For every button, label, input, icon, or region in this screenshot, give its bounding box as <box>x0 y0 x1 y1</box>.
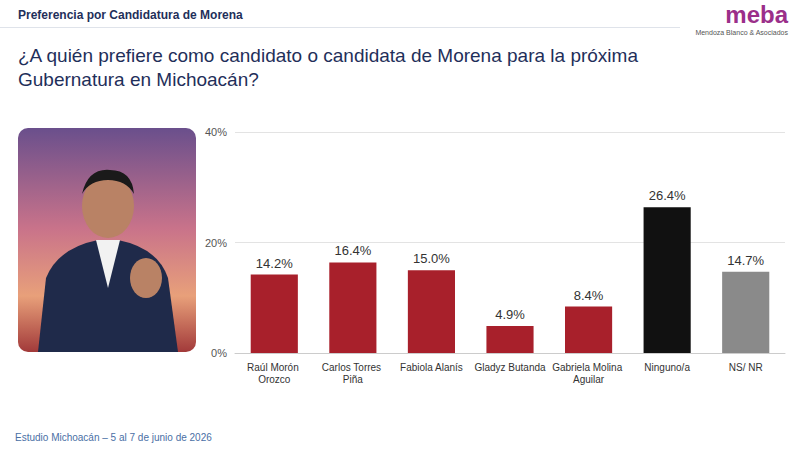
svg-text:Aguilar: Aguilar <box>573 374 605 385</box>
svg-text:40%: 40% <box>205 126 227 138</box>
svg-text:Fabiola Alanís: Fabiola Alanís <box>400 362 463 373</box>
svg-text:0%: 0% <box>211 347 227 359</box>
svg-text:Carlos Torres: Carlos Torres <box>322 362 384 373</box>
svg-text:Ninguno/a: Ninguno/a <box>644 362 690 373</box>
svg-text:Orozco: Orozco <box>258 374 291 385</box>
svg-text:8.4%: 8.4% <box>574 288 604 303</box>
html-text:¿A quién prefiere como candida: ¿A quién prefiere como candidato o candi… <box>18 45 638 90</box>
svg-text:14.2%: 14.2% <box>256 256 293 271</box>
svg-text:Gabriela Molina: Gabriela Molina <box>552 362 625 373</box>
html-text:Estudio Michoacán – 5 al 7 de: Estudio Michoacán – 5 al 7 de junio de 2… <box>15 432 212 443</box>
svg-text:NS/ NR: NS/ NR <box>729 362 763 373</box>
svg-text:Gladyz Butanda: Gladyz Butanda <box>474 362 546 373</box>
svg-text:15.0%: 15.0% <box>413 251 450 266</box>
svg-text:16.4%: 16.4% <box>334 243 371 258</box>
svg-text:26.4%: 26.4% <box>649 188 686 203</box>
svg-text:20%: 20% <box>205 237 227 249</box>
html-text:Preferencia por Candidatura de: Preferencia por Candidatura de Morena <box>18 8 243 22</box>
html-text:Mendoza Blanco & Asociados: Mendoza Blanco & Asociados <box>695 29 788 36</box>
svg-text:Piña: Piña <box>343 374 363 385</box>
svg-text:Raúl Morón: Raúl Morón <box>247 362 301 373</box>
svg-text:14.7%: 14.7% <box>727 253 764 268</box>
svg-text:4.9%: 4.9% <box>495 307 525 322</box>
html-text:meba: meba <box>725 1 788 28</box>
